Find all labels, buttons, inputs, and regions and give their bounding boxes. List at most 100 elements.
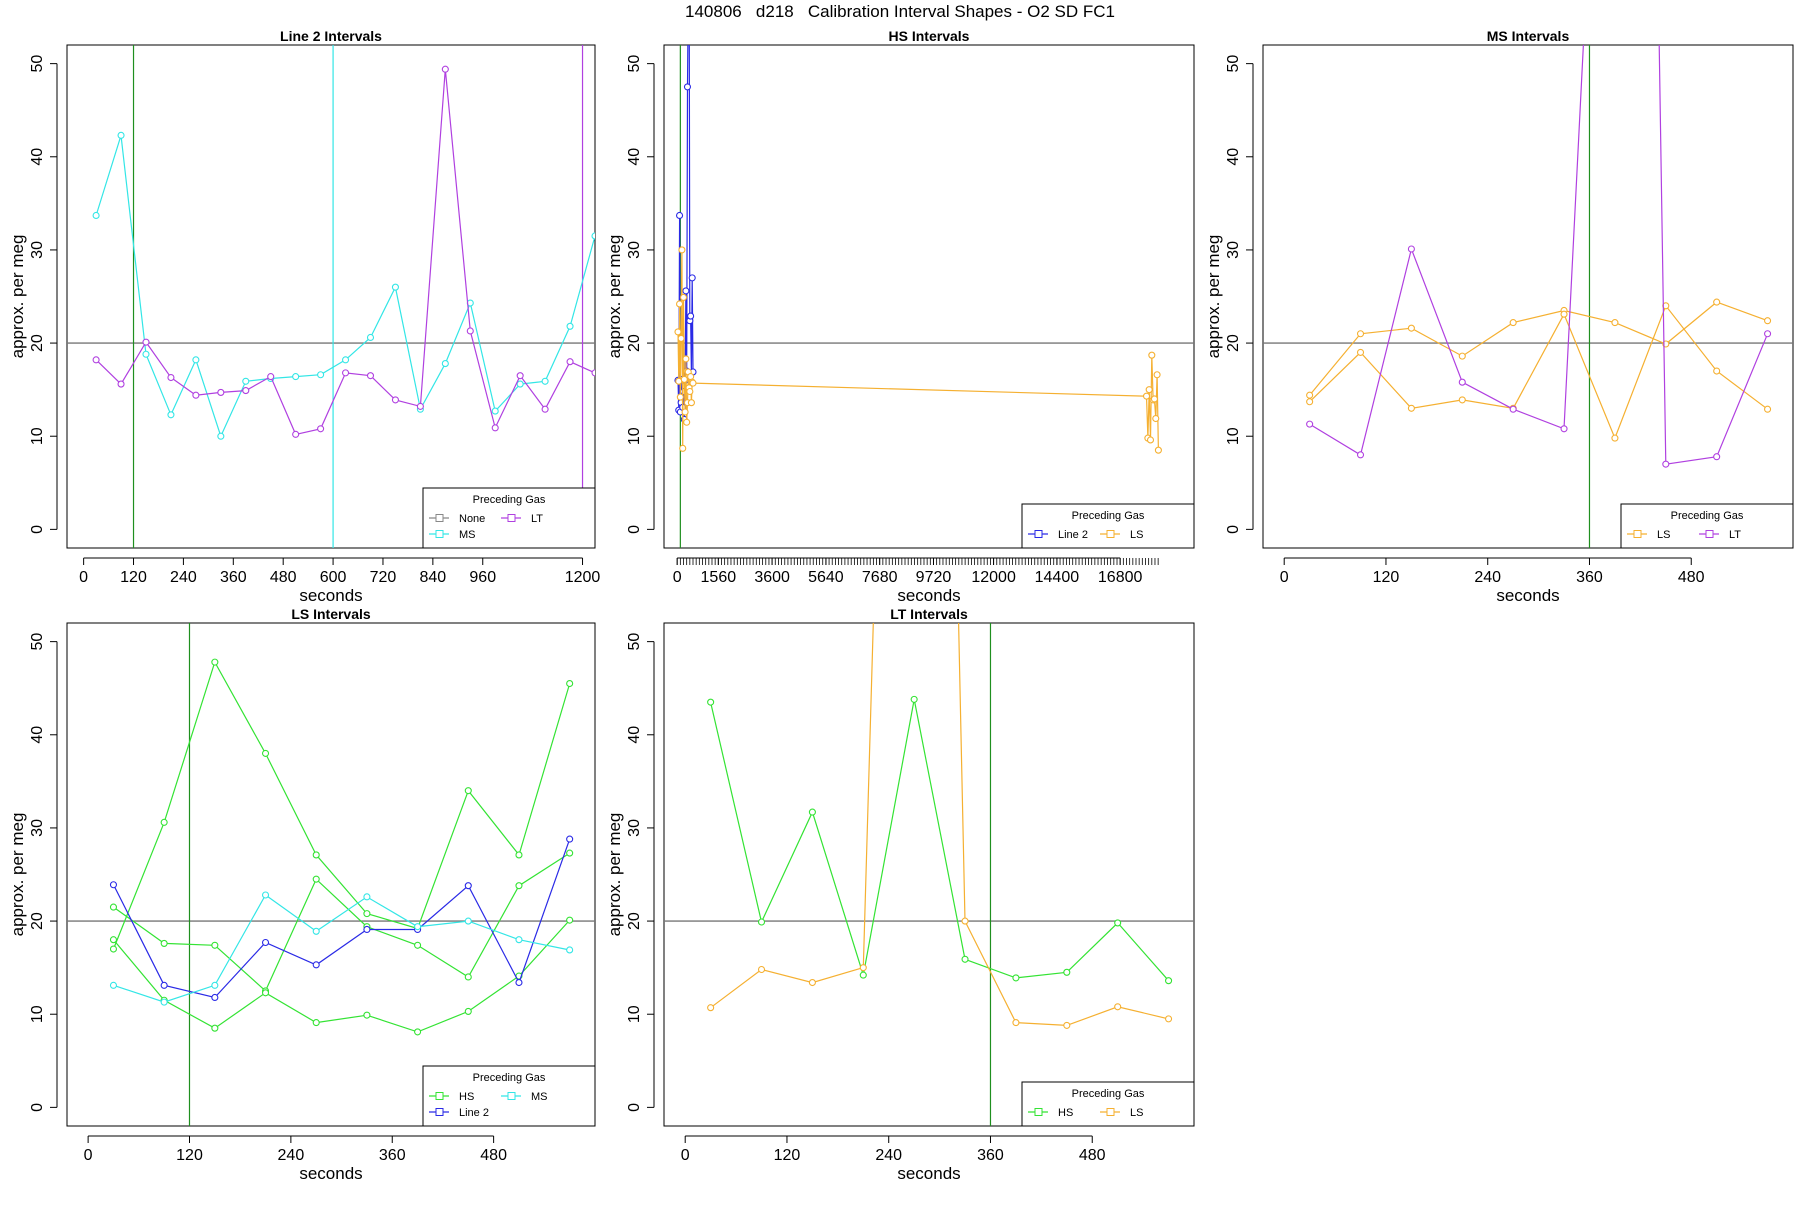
x-axis-label: seconds (1496, 586, 1559, 605)
data-point-ls (676, 393, 684, 401)
legend-title: Preceding Gas (473, 494, 546, 506)
series-line-ls (1309, 304, 1768, 440)
data-point-hs (464, 787, 472, 795)
data-point-ms (317, 371, 325, 379)
legend-label-ms: MS (531, 1091, 548, 1103)
data-point-line-2 (683, 83, 692, 91)
panel-title: Line 2 Intervals (280, 28, 382, 44)
data-point-line-2 (682, 287, 690, 295)
data-point-ls (1407, 404, 1415, 412)
x-tick-label: 480 (1678, 569, 1705, 586)
data-point-hs (808, 808, 816, 816)
legend-box (1021, 1081, 1195, 1127)
y-tick-label: 20 (29, 334, 46, 352)
y-tick-label: 0 (29, 525, 46, 534)
data-point-lt (117, 380, 125, 388)
data-point-ms (117, 131, 125, 139)
legend: Preceding Gas HS LS (1021, 1081, 1195, 1127)
plot-area (67, 45, 595, 548)
series-line-lt (1309, 45, 1769, 465)
y-tick-label: 20 (626, 912, 643, 930)
data-point-line-2 (363, 925, 371, 934)
y-tick-label: 0 (29, 1103, 46, 1112)
x-tick-label: 720 (370, 569, 397, 586)
x-tick-label: 0 (681, 1147, 690, 1164)
data-point-ms (441, 360, 449, 368)
data-point-hs (160, 939, 168, 947)
x-tick-label: 480 (480, 1147, 507, 1164)
y-tick-label: 30 (1225, 241, 1242, 259)
data-point-hs (464, 973, 472, 981)
data-point-lt (167, 373, 175, 382)
data-point-ls (1148, 351, 1156, 359)
data-point-ls (1012, 1019, 1020, 1027)
x-tick-label: 120 (774, 1147, 801, 1164)
data-point-lt (192, 391, 200, 399)
y-tick-label: 40 (626, 148, 643, 166)
data-point-hs (414, 941, 422, 949)
plot-frame (66, 44, 596, 549)
panel-ms: MS Intervals 0 120 240 360 480 seconds 0 10 20 30 4… (1204, 28, 1794, 605)
series-line-ls (677, 249, 1159, 451)
data-point-hs (109, 903, 118, 911)
data-point-hs (566, 916, 574, 924)
plot-frame (663, 44, 1195, 549)
data-point-lt (92, 356, 100, 364)
y-axis-label: approx. per meg (8, 235, 27, 359)
data-point-ms (342, 356, 350, 364)
x-tick-label: 12000 (971, 569, 1016, 586)
data-point-hs (211, 941, 219, 949)
data-point-lt (1458, 378, 1466, 386)
data-point-hs (910, 695, 918, 703)
legend-label-lt: LT (531, 513, 543, 525)
data-point-hs (961, 955, 969, 963)
data-point-hs (312, 875, 320, 883)
legend-label-hs: HS (1058, 1107, 1073, 1119)
x-tick-label: 240 (278, 1147, 305, 1164)
data-point-lt (566, 358, 574, 366)
y-tick-label: 40 (29, 726, 46, 744)
data-point-ls (808, 979, 816, 987)
data-point-ls (1356, 348, 1365, 356)
data-point-ms (167, 411, 175, 419)
y-axis-label: approx. per meg (8, 813, 27, 937)
legend-swatch-marker (1705, 530, 1714, 538)
data-point-lt (242, 387, 250, 395)
data-point-ls (683, 418, 691, 426)
data-point-ms (142, 350, 150, 358)
series-line-line-2 (112, 838, 571, 999)
data-point-hs (109, 945, 118, 953)
legend-title: Preceding Gas (1072, 1088, 1145, 1100)
plot-area (67, 623, 595, 1126)
data-point-lt (1764, 330, 1772, 338)
legend-swatch-marker (435, 1108, 444, 1116)
plot-frame (66, 622, 596, 1127)
data-point-ms (566, 322, 574, 330)
data-point-lt (591, 369, 595, 377)
series-line-hs (710, 699, 1170, 982)
y-axis-label: approx. per meg (605, 813, 624, 937)
data-point-ls (859, 964, 867, 972)
data-point-lt (366, 372, 375, 380)
y-tick-label: 50 (626, 633, 643, 651)
legend-label-ls: LS (1130, 529, 1143, 541)
legend: Preceding Gas HS Line 2 MS (422, 1065, 596, 1127)
data-point-ms (292, 373, 300, 381)
x-tick-label: 14400 (1035, 569, 1080, 586)
legend-box (1620, 503, 1794, 549)
y-tick-label: 50 (626, 55, 643, 73)
y-tick-label: 10 (626, 1005, 643, 1023)
data-point-ls (1306, 391, 1314, 399)
panel-title: MS Intervals (1487, 28, 1570, 44)
data-point-line-2 (676, 211, 684, 220)
data-point-ms (516, 380, 524, 388)
y-tick-label: 30 (29, 241, 46, 259)
plot-area (664, 623, 1194, 1126)
data-point-ms (591, 232, 595, 240)
data-point-ms (160, 998, 168, 1006)
x-tick-label: 360 (379, 1147, 406, 1164)
plot-area (1263, 45, 1793, 548)
y-tick-label: 10 (29, 427, 46, 445)
data-point-line-2 (464, 882, 472, 890)
y-tick-label: 20 (29, 912, 46, 930)
